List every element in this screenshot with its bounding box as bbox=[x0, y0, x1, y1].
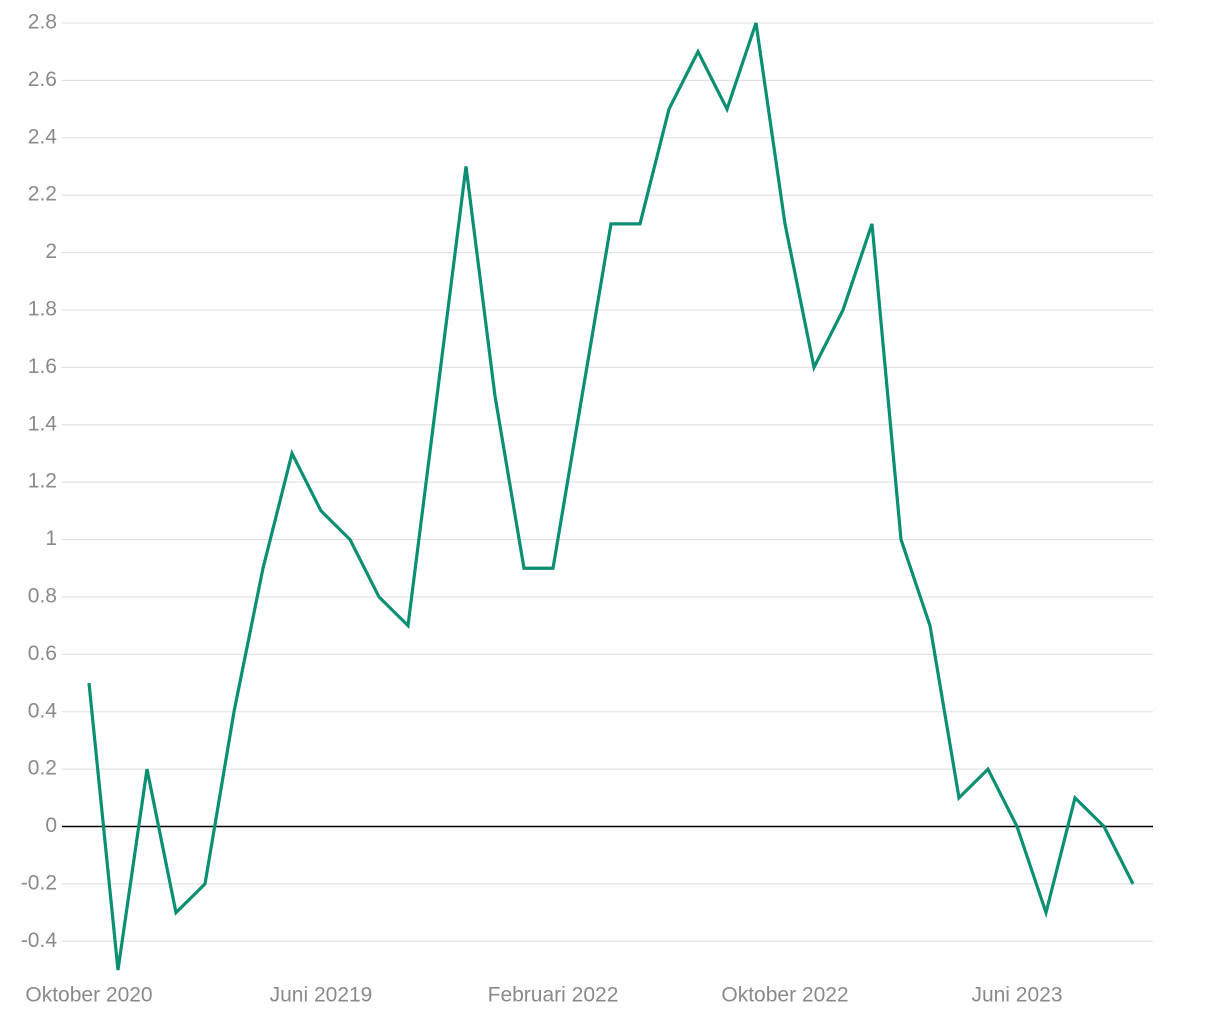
y-tick-label: 1.8 bbox=[28, 298, 57, 321]
y-tick-label: 2.4 bbox=[28, 125, 58, 148]
y-tick-label: 2.8 bbox=[28, 11, 57, 34]
y-tick-label: 1.2 bbox=[28, 470, 57, 493]
y-tick-label: 2.6 bbox=[28, 68, 57, 91]
y-tick-label: 0.2 bbox=[28, 757, 57, 780]
line bbox=[87, 22, 1135, 971]
x-tick-label: Juni 20219 bbox=[270, 984, 373, 1007]
y-tick-label: 1 bbox=[45, 527, 57, 550]
y-tick-label: 0.8 bbox=[28, 584, 57, 607]
y-tick-label: -0.2 bbox=[21, 871, 57, 894]
x-tick-label: Oktober 2022 bbox=[721, 984, 848, 1007]
y-tick-label: 2 bbox=[45, 240, 57, 263]
y-tick-label: -0.4 bbox=[21, 929, 58, 952]
y-tick-label: 0 bbox=[45, 814, 57, 837]
y-tick-label: 0.6 bbox=[28, 642, 57, 665]
y-tick-label: 2.2 bbox=[28, 183, 57, 206]
x-tick-label: Juni 2023 bbox=[971, 984, 1062, 1007]
y-tick-label: 1.6 bbox=[28, 355, 57, 378]
y-tick-label: 0.4 bbox=[28, 699, 58, 722]
x-tick-label: Oktober 2020 bbox=[25, 984, 152, 1007]
y-tick-label: 1.4 bbox=[28, 412, 58, 435]
x-tick-label: Februari 2022 bbox=[488, 984, 619, 1007]
